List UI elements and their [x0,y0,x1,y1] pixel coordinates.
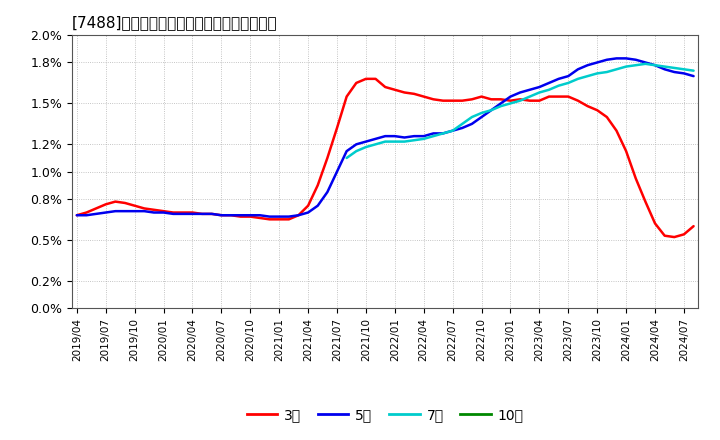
Legend: 3年, 5年, 7年, 10年: 3年, 5年, 7年, 10年 [241,402,529,427]
Text: [7488]　経常利益マージンの標準偏差の推移: [7488] 経常利益マージンの標準偏差の推移 [72,15,278,30]
